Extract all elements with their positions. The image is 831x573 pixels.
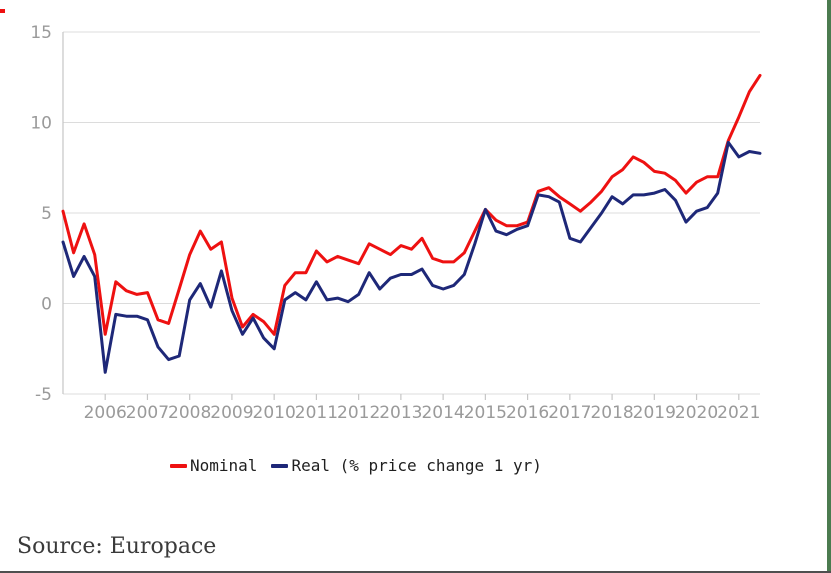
x-axis-label-2011: 2011	[295, 403, 338, 423]
y-axis-label-5: 5	[41, 204, 52, 224]
real-line-swatch	[271, 463, 289, 468]
x-axis-label-2009: 2009	[210, 403, 253, 423]
legend-label-nominal: Nominal	[190, 456, 258, 475]
series-line-nominal	[61, 73, 762, 336]
x-axis-label-2019: 2019	[633, 403, 676, 423]
legend-item-real: Real (% price change 1 yr)	[271, 456, 542, 475]
x-axis-label-2012: 2012	[337, 403, 380, 423]
x-axis-label-2015: 2015	[464, 403, 507, 423]
y-axis-label-0: 0	[41, 295, 52, 315]
red-corner-artifact	[0, 9, 5, 13]
x-axis-label-2013: 2013	[379, 403, 422, 423]
x-axis-label-2010: 2010	[253, 403, 296, 423]
x-axis-label-2017: 2017	[548, 403, 591, 423]
y-axis-label--5: -5	[35, 385, 52, 405]
x-axis-label-2006: 2006	[84, 403, 127, 423]
x-axis-label-2020: 2020	[675, 403, 718, 423]
x-axis-label-2018: 2018	[590, 403, 633, 423]
x-axis-label-2021: 2021	[717, 403, 760, 423]
x-axis-label-2016: 2016	[506, 403, 549, 423]
series-line-real	[61, 140, 762, 374]
price-change-line-chart: 15 10 5 0 -5 20062007200820092010201120122013…	[30, 23, 762, 423]
source-note: Source: Europace	[17, 534, 217, 559]
nominal-line-swatch	[170, 463, 187, 468]
y-axis-label-10: 10	[30, 114, 52, 134]
y-axis-label-15: 15	[30, 23, 52, 43]
chart-legend: Nominal Real (% price change 1 yr)	[170, 456, 542, 475]
x-axis-label-2007: 2007	[126, 403, 169, 423]
x-axis-label-2014: 2014	[421, 403, 464, 423]
legend-label-real: Real (% price change 1 yr)	[291, 456, 542, 475]
bottom-border-decoration	[0, 571, 831, 573]
legend-item-nominal: Nominal	[170, 456, 257, 475]
x-axis-label-2008: 2008	[168, 403, 211, 423]
right-border-decoration	[827, 0, 831, 573]
